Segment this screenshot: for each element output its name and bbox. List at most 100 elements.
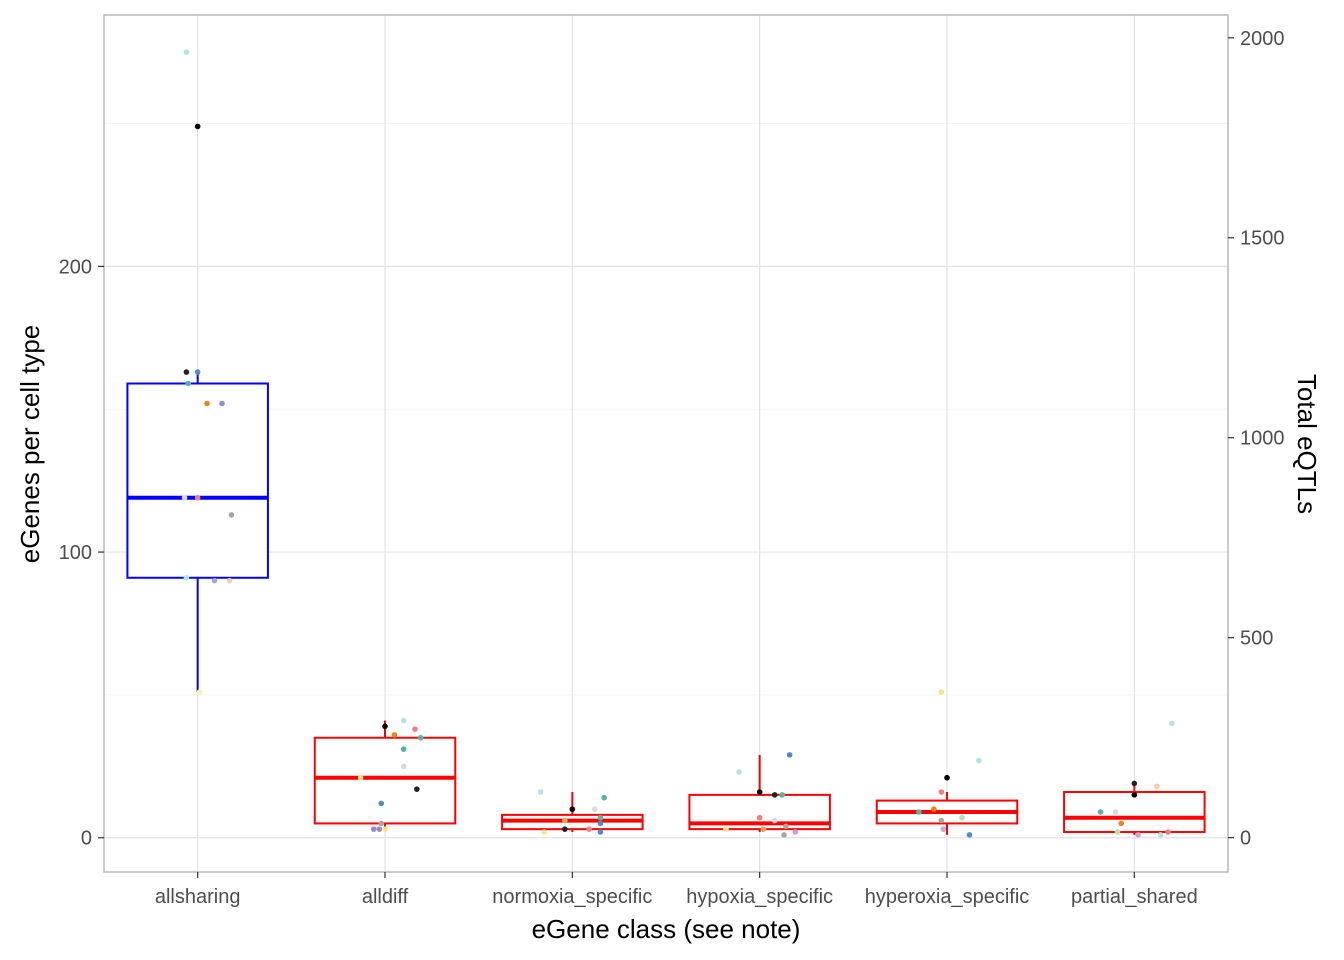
data-point [196,689,203,695]
data-point [382,723,388,730]
data-point [194,369,201,375]
data-point [944,774,950,781]
data-point [226,577,233,584]
box-normoxia_specific [501,792,644,833]
data-point [219,400,225,407]
data-point [756,814,763,821]
data-point [959,814,965,821]
data-point [940,826,947,832]
data-point [1157,832,1164,838]
data-point [417,734,424,741]
data-point [183,369,190,375]
data-point [756,789,763,795]
y2-tick-label: 1000 [1240,428,1285,450]
data-point [938,689,945,695]
data-point [357,774,364,781]
plot-panel-border [103,14,1229,873]
data-point [1114,829,1121,835]
data-point [938,789,945,795]
data-point [562,826,568,832]
y-tick-label: 100 [59,542,92,564]
data-point [1131,792,1138,798]
data-point [931,806,937,812]
boxes-layer [126,372,1206,835]
data-point [400,746,407,752]
data-point [916,809,922,815]
x-axis-title: eGene class (see note) [532,914,801,944]
data-point [1165,829,1171,835]
y2-tick-label: 1500 [1240,228,1285,250]
box-iqr [126,382,269,579]
box-iqr [1063,791,1206,834]
data-point [1112,809,1119,815]
data-point [938,817,945,824]
data-point [382,826,388,832]
data-point [378,820,385,827]
data-point [597,829,604,835]
y2-tick-label: 2000 [1240,28,1285,50]
secondary-y-axis-title: Total eQTLs [1292,374,1322,514]
data-point [760,826,767,832]
data-point [370,826,377,832]
data-point [537,789,544,795]
box-hypoxia_specific [688,754,831,833]
data-point [586,826,592,832]
axis-ticks [98,37,1234,878]
data-point [183,49,190,55]
x-axis-tick-labels: allsharing alldiff normoxia_specific hypoxi… [155,886,1198,908]
y-axis-title: eGenes per cell type [15,325,45,563]
data-point [1118,820,1125,827]
data-point [1169,720,1175,727]
x-tick-label: hyperoxia_specific [865,886,1030,908]
data-point [400,717,407,724]
minor-gridlines [104,123,1228,696]
data-point [1154,783,1160,790]
data-point [792,829,799,835]
data-point [723,826,729,832]
data-point [541,829,548,835]
data-point [569,806,576,812]
data-point [779,792,785,798]
data-point [204,400,210,407]
data-point [391,732,398,738]
secondary-y-axis-tick-labels: 0 500 1000 1500 2000 [1240,28,1285,850]
y2-tick-label: 0 [1240,828,1251,850]
points-layer [181,49,1175,838]
data-point [771,817,778,824]
data-point [601,794,607,801]
y-tick-label: 0 [81,828,92,850]
data-point [181,494,188,501]
data-point [966,832,973,838]
data-point [592,806,598,812]
x-tick-label: allsharing [155,886,241,908]
data-point [183,574,190,581]
box-alldiff [313,720,457,830]
y2-tick-label: 500 [1240,628,1273,650]
y-tick-label: 200 [59,256,92,278]
data-point [597,814,604,821]
data-point [771,792,778,798]
data-point [783,823,789,830]
box-partial_shared [1063,783,1206,835]
data-point [194,494,201,501]
x-tick-label: partial_shared [1071,886,1198,908]
data-point [1131,780,1138,787]
data-point [211,577,218,584]
data-point [1097,809,1104,815]
box-iqr [313,736,457,825]
box-hyperoxia_specific [875,792,1019,835]
x-tick-label: normoxia_specific [492,886,652,908]
data-point [400,763,407,770]
x-tick-label: hypoxia_specific [686,886,833,908]
data-point [185,380,192,387]
data-point [736,769,742,775]
data-point [412,726,418,732]
data-point [597,820,604,827]
data-point [376,826,383,832]
data-point [976,757,982,764]
y-axis-tick-labels: 0 100 200 [59,256,92,849]
major-gridlines [104,15,1228,872]
data-point [194,123,201,130]
data-point [786,752,793,758]
